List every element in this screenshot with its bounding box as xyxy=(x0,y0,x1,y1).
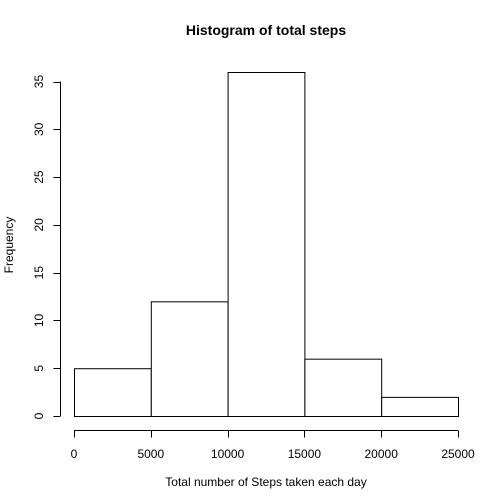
y-tick-label-5: 5 xyxy=(32,365,46,372)
x-tick-label-10000: 10000 xyxy=(211,447,245,461)
x-axis-label: Total number of Steps taken each day xyxy=(165,475,366,489)
bars-group xyxy=(74,72,460,418)
x-tick-label-20000: 20000 xyxy=(365,447,399,461)
x-tick-label-0: 0 xyxy=(71,447,78,461)
x-tick-label-25000: 25000 xyxy=(441,447,475,461)
x-tick-label-15000: 15000 xyxy=(288,447,322,461)
y-tick-label-30: 30 xyxy=(32,122,46,136)
x-tick-label-5000: 5000 xyxy=(137,447,164,461)
histogram-bar-1 xyxy=(150,301,229,418)
histogram-bar-3 xyxy=(304,358,383,417)
y-axis-label: Frequency xyxy=(2,217,16,274)
y-tick-label-15: 15 xyxy=(32,266,46,280)
chart-title: Histogram of total steps xyxy=(186,22,346,38)
histogram-bar-0 xyxy=(74,368,152,418)
y-tick-label-25: 25 xyxy=(32,170,46,184)
y-axis: 0 5 10 15 20 25 30 35 xyxy=(32,75,61,419)
histogram-bar-2 xyxy=(227,72,306,417)
y-tick-label-20: 20 xyxy=(32,218,46,232)
histogram-bar-4 xyxy=(381,396,460,417)
y-tick-label-0: 0 xyxy=(32,412,46,419)
y-tick-label-10: 10 xyxy=(32,313,46,327)
x-axis: 0 5000 10000 15000 20000 25000 xyxy=(71,430,475,461)
y-tick-label-35: 35 xyxy=(32,75,46,89)
